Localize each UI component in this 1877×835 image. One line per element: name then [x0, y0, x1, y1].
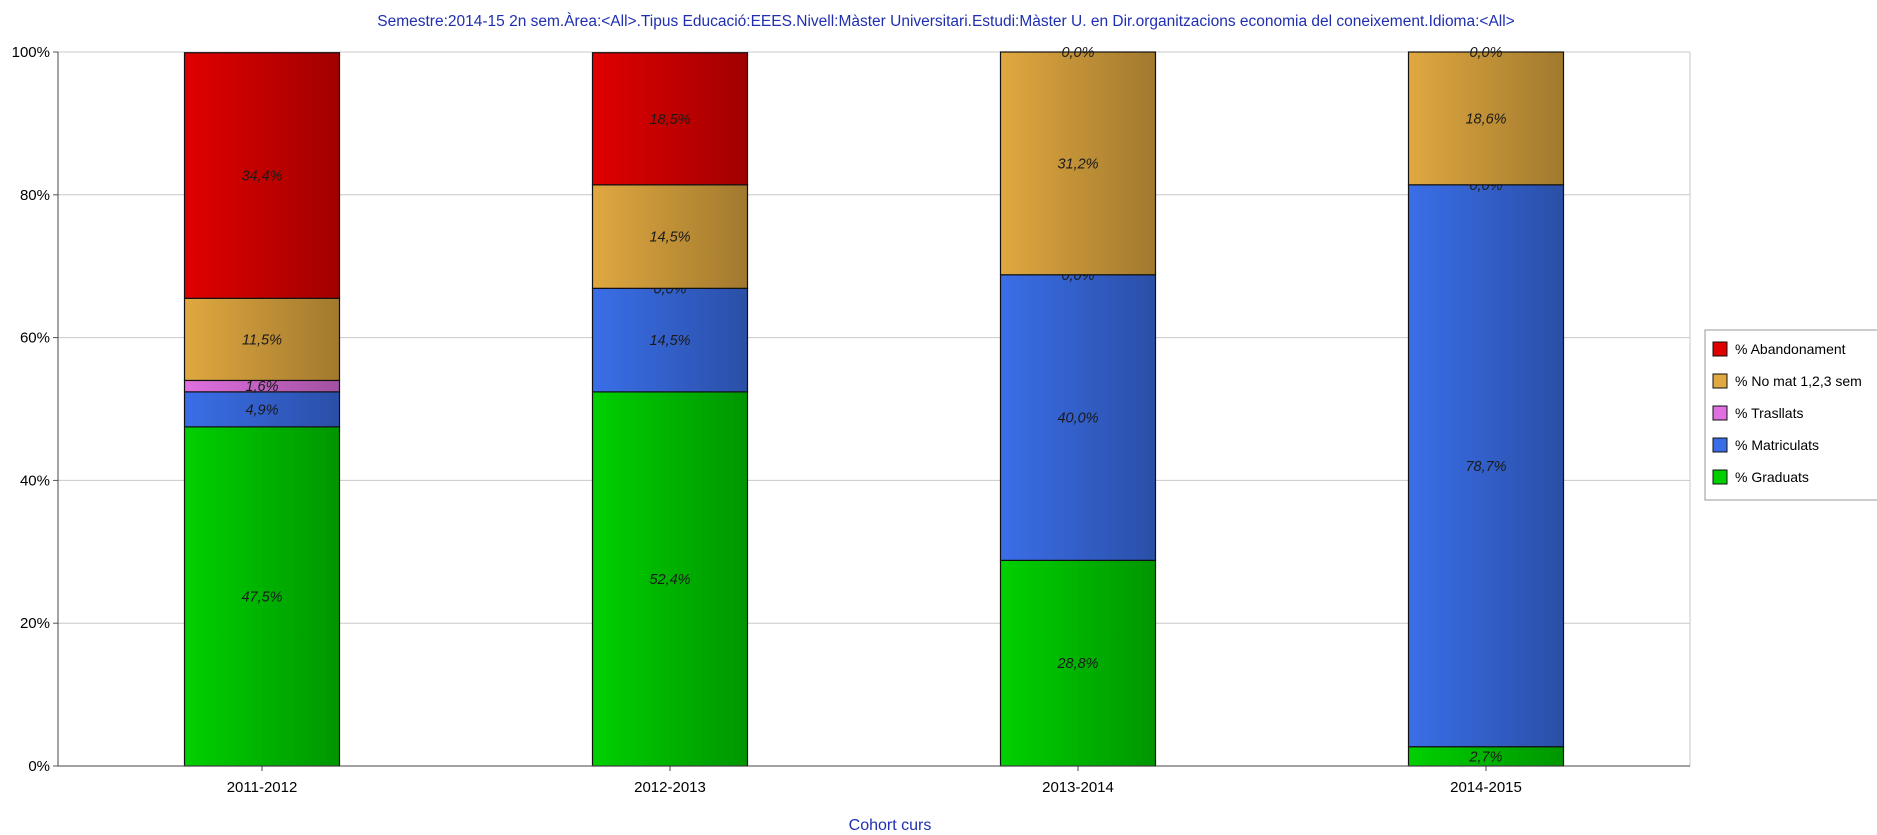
x-tick-label: 2013-2014 — [1042, 779, 1114, 796]
data-label: 18,5% — [649, 112, 690, 128]
legend-label: % Graduats — [1735, 469, 1809, 485]
x-axis-label: Cohort curs — [849, 817, 932, 834]
legend-label: % No mat 1,2,3 sem — [1735, 373, 1862, 389]
y-tick-label: 60% — [20, 330, 50, 347]
data-label: 78,7% — [1465, 459, 1506, 475]
bar-segment — [1407, 184, 1565, 748]
axes: 0% 20% 40% 60% 80% 100% 2011-2012 2012-2013 2013… — [12, 44, 1690, 796]
bar-segment — [591, 184, 749, 289]
legend-swatch — [1712, 437, 1728, 453]
data-label: 28,8% — [1056, 656, 1098, 672]
data-label: 2,7% — [1468, 749, 1502, 765]
bar-segment — [999, 274, 1157, 561]
data-label: 34,4% — [241, 169, 282, 185]
data-label: 47,5% — [241, 589, 282, 605]
legend: % Abandonament % No mat 1,2,3 sem % Trasll… — [1704, 329, 1877, 501]
y-tick-label: 20% — [20, 615, 50, 632]
data-label: 31,2% — [1057, 156, 1098, 172]
legend-label: % Abandonament — [1735, 341, 1846, 357]
bar-segment — [1407, 51, 1565, 186]
data-label: 4,9% — [245, 402, 278, 418]
legend-label: % Trasllats — [1735, 405, 1803, 421]
data-label: 11,5% — [242, 332, 282, 348]
legend-swatch — [1712, 373, 1728, 389]
legend-swatch — [1712, 341, 1728, 357]
bar-segment — [183, 391, 341, 428]
data-label: 1,6% — [245, 379, 278, 395]
y-tick-label: 0% — [28, 758, 50, 775]
x-tick-label: 2014-2015 — [1450, 779, 1522, 796]
data-label: 40,0% — [1057, 411, 1098, 427]
bar-segment — [591, 287, 749, 393]
legend-swatch — [1712, 405, 1728, 421]
bar-segment — [999, 559, 1157, 767]
legend-box — [1704, 329, 1877, 501]
data-label: 14,5% — [649, 230, 690, 246]
data-label: 0,0% — [1469, 45, 1502, 61]
bar-segment — [591, 52, 749, 186]
data-label: 18,6% — [1465, 111, 1506, 127]
data-label: 0,0% — [1061, 45, 1094, 61]
bar-segment — [183, 297, 341, 382]
data-label: 14,5% — [649, 333, 690, 349]
bars: 47,5% 4,9% 1,6% 11,5% 34,4% 52,4% 14,5% 0,0% 14,… — [183, 45, 1565, 767]
y-tick-label: 100% — [12, 44, 50, 61]
bar-segment — [183, 52, 341, 299]
x-tick-label: 2011-2012 — [227, 779, 298, 796]
x-tick-label: 2012-2013 — [634, 779, 706, 796]
y-tick-label: 80% — [20, 187, 50, 204]
bar-segment — [591, 391, 749, 767]
legend-label: % Matriculats — [1735, 437, 1819, 453]
y-tick-label: 40% — [20, 472, 50, 489]
chart-title: Semestre:2014-15 2n sem.Àrea:<All>.Tipus… — [377, 13, 1514, 30]
bar-segment — [999, 51, 1157, 276]
legend-swatch — [1712, 469, 1728, 485]
data-label: 52,4% — [649, 572, 690, 588]
